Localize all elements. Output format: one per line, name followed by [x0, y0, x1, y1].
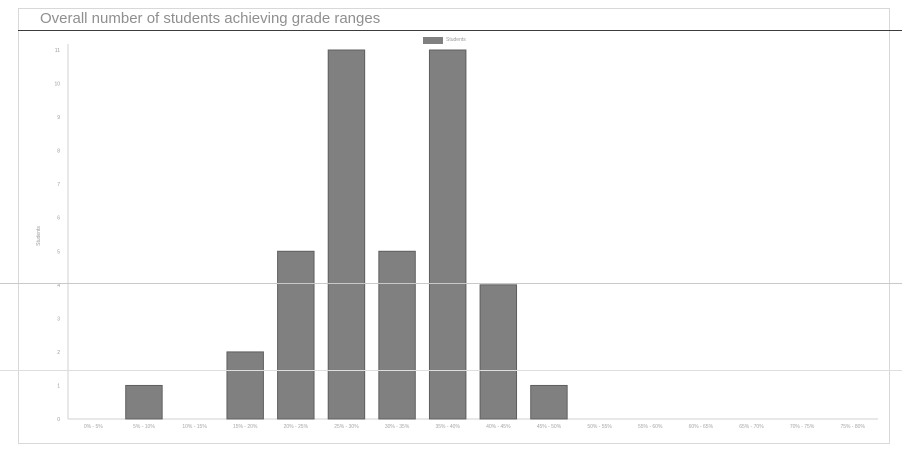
bar	[479, 284, 518, 420]
scan-artifact-line	[0, 283, 902, 284]
x-tick-label: 20% - 25%	[284, 424, 309, 430]
x-tick-label: 60% - 65%	[689, 424, 714, 430]
y-tick-label: 3	[57, 316, 60, 322]
scan-artifact-line	[0, 370, 902, 371]
y-tick-label: 8	[57, 149, 60, 155]
x-tick-label: 25% - 30%	[334, 424, 359, 430]
y-tick-label: 5	[57, 249, 60, 255]
y-tick-label: 4	[57, 283, 60, 289]
chart-title: Overall number of students achieving gra…	[40, 10, 381, 27]
bar	[428, 49, 467, 420]
y-tick-label: 7	[57, 182, 60, 188]
y-tick-label: 1	[57, 383, 60, 389]
x-tick-label: 65% - 70%	[739, 424, 764, 430]
x-tick-label: 70% - 75%	[790, 424, 815, 430]
y-tick-label: 0	[57, 417, 60, 423]
x-tick-label: 15% - 20%	[233, 424, 258, 430]
bar	[277, 250, 315, 420]
y-tick-label: 9	[57, 115, 60, 121]
x-tick-label: 50% - 55%	[587, 424, 612, 430]
x-tick-label: 45% - 50%	[537, 424, 562, 430]
legend-label: Students	[446, 37, 466, 43]
y-axis-label: Students	[36, 226, 42, 246]
x-tick-label: 75% - 80%	[840, 424, 865, 430]
chart-legend: Students	[423, 35, 466, 45]
chart-panel	[18, 8, 890, 444]
y-tick-label: 11	[55, 48, 60, 54]
y-tick-label: 6	[57, 216, 60, 222]
bar	[327, 49, 366, 420]
bar	[226, 351, 264, 420]
title-divider	[18, 30, 902, 31]
x-tick-label: 35% - 40%	[435, 424, 460, 430]
x-tick-label: 10% - 15%	[182, 424, 207, 430]
y-tick-label: 10	[54, 82, 60, 88]
bar	[530, 384, 568, 420]
x-tick-label: 30% - 35%	[385, 424, 410, 430]
x-tick-label: 0% - 5%	[84, 424, 103, 430]
y-tick-label: 2	[57, 350, 60, 356]
bar	[125, 384, 163, 420]
x-tick-label: 5% - 10%	[133, 424, 155, 430]
bar	[378, 250, 416, 420]
legend-swatch	[423, 36, 443, 44]
x-tick-label: 55% - 60%	[638, 424, 663, 430]
x-tick-label: 40% - 45%	[486, 424, 511, 430]
